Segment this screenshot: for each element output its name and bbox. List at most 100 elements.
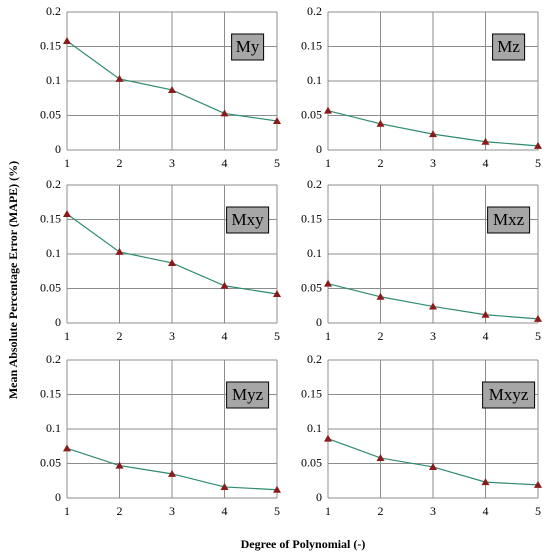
x-tick-label: 2 <box>378 156 384 170</box>
y-tick-label: 0.2 <box>46 352 61 366</box>
data-marker <box>534 314 542 322</box>
data-marker <box>168 469 176 477</box>
panel-title: My <box>236 37 260 56</box>
y-tick-label: 0 <box>55 315 61 329</box>
x-tick-label: 2 <box>117 156 123 170</box>
data-marker <box>273 485 281 493</box>
x-tick-label: 2 <box>117 329 123 343</box>
x-tick-label: 4 <box>483 156 489 170</box>
y-tick-label: 0.15 <box>301 38 322 52</box>
data-marker <box>481 310 490 318</box>
y-tick-label: 0.15 <box>40 38 61 52</box>
data-marker <box>273 117 281 125</box>
data-marker <box>324 434 332 442</box>
y-tick-label: 0 <box>316 315 322 329</box>
x-tick-label: 4 <box>222 156 228 170</box>
data-marker <box>63 444 71 452</box>
x-tick-label: 3 <box>430 329 436 343</box>
data-marker <box>273 290 281 298</box>
x-tick-label: 5 <box>274 504 280 518</box>
x-tick-label: 3 <box>169 329 175 343</box>
y-tick-label: 0.2 <box>307 177 322 191</box>
data-marker <box>429 302 437 310</box>
y-tick-label: 0 <box>55 490 61 504</box>
x-tick-label: 1 <box>64 329 70 343</box>
title-box <box>226 206 270 234</box>
y-tick-label: 0.15 <box>301 211 322 225</box>
x-tick-label: 3 <box>430 504 436 518</box>
y-tick-label: 0.05 <box>301 455 322 469</box>
x-tick-label: 3 <box>169 156 175 170</box>
data-marker <box>168 258 176 266</box>
data-marker <box>63 209 71 217</box>
x-axis-label: Degree of Polynomial (-) <box>241 537 366 551</box>
data-marker <box>220 109 229 117</box>
y-tick-label: 0.05 <box>301 107 322 121</box>
data-marker <box>376 292 385 300</box>
data-marker <box>115 247 124 255</box>
y-tick-label: 0.05 <box>40 455 61 469</box>
data-marker <box>168 85 176 93</box>
panel-title: Mz <box>497 37 520 56</box>
panel-title: Mxz <box>493 210 525 229</box>
title-box <box>492 33 526 61</box>
data-marker <box>376 453 385 461</box>
title-box <box>487 206 531 234</box>
y-axis-label: Mean Absolute Percentage Error (MAPE) (%… <box>6 161 20 399</box>
y-tick-label: 0 <box>316 142 322 156</box>
y-tick-label: 0.15 <box>40 211 61 225</box>
data-marker <box>324 279 332 287</box>
x-tick-label: 1 <box>325 156 331 170</box>
x-tick-label: 1 <box>64 156 70 170</box>
data-marker <box>324 106 332 114</box>
x-tick-label: 4 <box>222 329 228 343</box>
y-tick-label: 0.05 <box>40 280 61 294</box>
y-tick-label: 0.1 <box>307 246 322 260</box>
y-tick-label: 0.1 <box>46 246 61 260</box>
x-tick-label: 4 <box>222 504 228 518</box>
x-tick-label: 1 <box>325 329 331 343</box>
y-tick-label: 0.15 <box>40 386 61 400</box>
y-tick-label: 0.1 <box>307 73 322 87</box>
x-tick-label: 5 <box>535 329 541 343</box>
x-tick-label: 3 <box>169 504 175 518</box>
x-tick-label: 5 <box>535 156 541 170</box>
x-tick-label: 5 <box>274 329 280 343</box>
x-tick-label: 1 <box>325 504 331 518</box>
title-box <box>231 33 265 61</box>
data-marker <box>534 480 542 488</box>
data-marker <box>220 281 229 289</box>
y-tick-label: 0.2 <box>46 177 61 191</box>
x-tick-label: 2 <box>117 504 123 518</box>
data-marker <box>115 74 124 82</box>
data-marker <box>220 482 229 490</box>
data-marker <box>481 137 490 145</box>
x-tick-label: 5 <box>274 156 280 170</box>
x-tick-label: 4 <box>483 504 489 518</box>
y-tick-label: 0.1 <box>307 421 322 435</box>
x-tick-label: 2 <box>378 504 384 518</box>
x-tick-label: 5 <box>535 504 541 518</box>
y-tick-label: 0.15 <box>301 386 322 400</box>
data-marker <box>376 119 385 127</box>
title-box <box>482 381 536 409</box>
y-tick-label: 0 <box>316 490 322 504</box>
y-tick-label: 0.05 <box>40 107 61 121</box>
panel-title: Mxyz <box>489 385 529 404</box>
data-marker <box>429 462 437 470</box>
title-box <box>226 381 270 409</box>
x-tick-label: 4 <box>483 329 489 343</box>
data-marker <box>63 36 71 44</box>
y-tick-label: 0.1 <box>46 421 61 435</box>
y-tick-label: 0.2 <box>46 4 61 18</box>
data-marker <box>534 141 542 149</box>
y-tick-label: 0.2 <box>307 352 322 366</box>
data-marker <box>115 461 124 469</box>
x-tick-label: 3 <box>430 156 436 170</box>
y-tick-label: 0.05 <box>301 280 322 294</box>
x-tick-label: 1 <box>64 504 70 518</box>
x-tick-label: 2 <box>378 329 384 343</box>
y-tick-label: 0 <box>55 142 61 156</box>
